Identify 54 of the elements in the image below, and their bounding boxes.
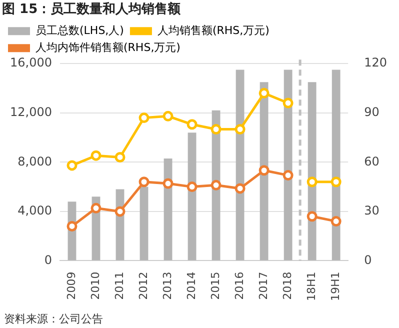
point (66, 160, 78, 171)
x-tick-label: 2014 (184, 272, 198, 300)
point (162, 110, 174, 122)
bar (284, 70, 292, 260)
point (258, 165, 270, 176)
point (114, 206, 126, 217)
bar (332, 70, 340, 260)
point (66, 220, 78, 232)
x-tick-label: 2016 (232, 272, 246, 300)
point (330, 216, 342, 227)
x-tick-label: 2013 (160, 272, 174, 300)
point (330, 176, 342, 188)
text: 资料来源：公司公告 (4, 312, 103, 326)
point (90, 150, 102, 161)
y2-tick-label: 30 (364, 204, 380, 218)
point (90, 202, 102, 214)
legend-label: 人均内饰件销售额(RHS,万元) (36, 40, 180, 54)
point (210, 180, 222, 190)
point (138, 176, 150, 188)
x-tick-label: 2011 (112, 272, 126, 300)
point (162, 178, 174, 189)
x-tick-label: 2009 (64, 272, 78, 300)
x-tick-label: 2012 (136, 272, 150, 300)
y-tick-label: 8,000 (18, 154, 52, 168)
x-tick-label: 2017 (256, 272, 270, 300)
point (258, 88, 270, 98)
chart-title: 图 15：员工数量和人均销售额 (2, 1, 182, 18)
y2-tick-label: 90 (364, 105, 380, 120)
y-tick-label: 4,000 (18, 204, 52, 218)
point (186, 119, 198, 130)
x-tick-label: 19H1 (328, 272, 342, 302)
legend-label: 人均销售额(RHS,万元) (157, 24, 270, 37)
point (306, 176, 318, 188)
y-tick-label: 0 (44, 252, 52, 267)
x-tick-label: 2010 (88, 272, 102, 300)
legend-label: 员工总数(LHS,人) (36, 24, 124, 37)
point (210, 124, 222, 135)
y2-tick-label: 60 (364, 154, 380, 168)
y2-tick-label: 0 (364, 252, 372, 267)
point (234, 183, 246, 194)
point (138, 112, 150, 124)
point (306, 211, 318, 222)
point (282, 170, 294, 181)
point (114, 152, 126, 162)
point (186, 182, 198, 192)
y-tick-label: 12,000 (10, 105, 52, 120)
point (282, 98, 294, 108)
x-tick-label: 2018 (280, 272, 294, 300)
y2-tick-label: 120 (364, 56, 387, 70)
x-tick-label: 2015 (208, 272, 222, 300)
point (234, 124, 246, 135)
x-tick-label: 18H1 (304, 272, 318, 302)
bar (140, 186, 148, 260)
y-tick-label: 16,000 (10, 56, 52, 70)
